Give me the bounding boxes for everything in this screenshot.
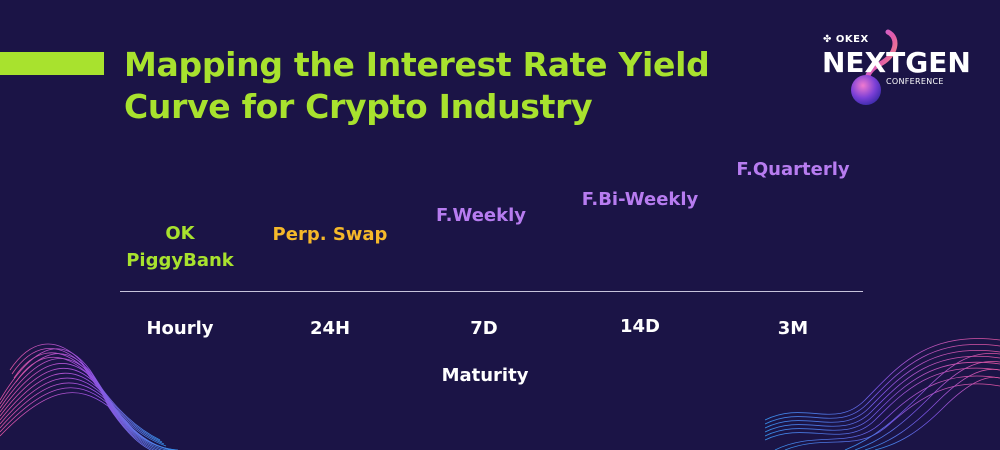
wave-decoration-left xyxy=(0,343,179,450)
product-label: F.Weekly xyxy=(436,205,526,226)
product-label-line-1: OK xyxy=(165,223,195,244)
tick-3m: 3M xyxy=(777,318,809,339)
axis-title: Maturity xyxy=(441,365,529,386)
accent-bar xyxy=(0,52,104,75)
tick-24h: 24H xyxy=(309,318,351,339)
logo-subtitle: CONFERENCE xyxy=(886,77,944,86)
tick-14d: 14D xyxy=(620,316,660,337)
tick-hourly: Hourly xyxy=(146,318,214,339)
maturity-axis-line xyxy=(120,291,863,292)
product-perp-swap: Perp. Swap xyxy=(273,221,388,248)
okex-brand: ✤ OKEX xyxy=(823,34,869,45)
tick-7d: 7D xyxy=(470,318,498,339)
conference-logo: ✤ OKEX NEXTGEN CONFERENCE xyxy=(808,26,971,110)
title-line-2: Curve for Crypto Industry xyxy=(124,87,593,126)
product-futures-quarterly: F.Quarterly xyxy=(736,156,849,183)
slide-title: Mapping the Interest Rate Yield Curve fo… xyxy=(124,44,764,128)
logo-swirl-icon xyxy=(851,29,898,105)
logo-name: NEXTGEN xyxy=(822,46,971,79)
product-label-line-2: PiggyBank xyxy=(126,250,234,271)
okex-mark-icon: ✤ xyxy=(823,34,836,45)
wave-decoration-right xyxy=(765,338,1000,450)
product-ok-piggybank: OK PiggyBank xyxy=(126,220,234,274)
product-label: Perp. Swap xyxy=(272,224,388,245)
product-label: F.Quarterly xyxy=(736,159,850,180)
title-line-1: Mapping the Interest Rate Yield xyxy=(124,45,710,84)
logo-brand-text: OKEX xyxy=(835,34,869,45)
product-futures-biweekly: F.Bi-Weekly xyxy=(582,186,699,213)
product-label: F.Bi-Weekly xyxy=(581,189,699,210)
product-futures-weekly: F.Weekly xyxy=(436,202,526,229)
